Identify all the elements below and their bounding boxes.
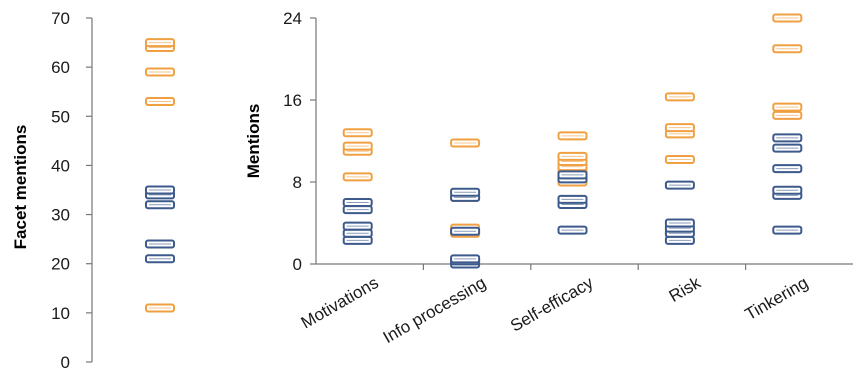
- chart2-point-blue: [450, 254, 481, 264]
- chart2-point-orange: [342, 141, 373, 151]
- chart2-point-blue: [557, 194, 588, 204]
- chart2-point-orange: [557, 151, 588, 161]
- chart1-y-tick-label: 30: [51, 206, 70, 225]
- chart2-category-label: Risk: [666, 273, 705, 306]
- chart1-point-orange: [145, 303, 175, 313]
- chart2-point-orange: [664, 123, 695, 133]
- chart2-point-blue: [664, 235, 695, 245]
- chart1-y-tick-label: 60: [51, 58, 70, 77]
- chart2-point-orange: [772, 102, 803, 112]
- chart2-point-orange: [342, 172, 373, 182]
- chart1-y-tick-label: 20: [51, 255, 70, 274]
- chart2-point-blue: [342, 205, 373, 215]
- chart1-y-tick-label: 50: [51, 107, 70, 126]
- chart2-point-blue: [342, 235, 373, 245]
- chart2-y-axis-label: Mentions: [244, 104, 263, 179]
- chart2-point-orange: [772, 44, 803, 54]
- chart2-point-blue: [450, 187, 481, 197]
- chart1-y-tick-label: 10: [51, 304, 70, 323]
- chart1-point-orange: [145, 67, 175, 77]
- chart1-y-axis-label: Facet mentions: [11, 125, 30, 250]
- chart2-point-orange: [342, 128, 373, 138]
- chart2-point-orange: [664, 154, 695, 164]
- chart1-y-tick-label: 40: [51, 156, 70, 175]
- chart2-point-blue: [557, 225, 588, 235]
- chart2-point-orange: [450, 138, 481, 148]
- chart2-point-blue: [342, 198, 373, 207]
- chart1-y-tick-label: 70: [51, 9, 70, 28]
- chart2-y-tick-label: 0: [293, 255, 302, 274]
- chart2-category-label: Self-efficacy: [507, 273, 597, 336]
- chart1-point-orange: [145, 97, 175, 107]
- chart2-category-label: Tinkering: [742, 273, 812, 324]
- chart2-point-orange: [557, 131, 588, 141]
- chart2-point-blue: [772, 143, 803, 153]
- chart1-y-tick-label: 0: [61, 353, 70, 370]
- chart2-point-orange: [772, 13, 803, 23]
- chart2-y-tick-label: 16: [283, 91, 302, 110]
- chart2-point-blue: [772, 185, 803, 195]
- chart2-point-blue: [664, 218, 695, 228]
- chart2-point-blue: [342, 228, 373, 238]
- chart1-point-orange: [145, 38, 175, 48]
- chart2-point-blue: [772, 225, 803, 235]
- chart2-y-tick-label: 24: [283, 9, 302, 28]
- chart2-point-blue: [450, 226, 481, 236]
- chart2-point-blue: [664, 180, 695, 190]
- chart2-category-label: Info processing: [380, 273, 489, 347]
- chart1-point-blue: [145, 185, 175, 195]
- chart2-point-blue: [557, 170, 588, 180]
- facet-mentions-chart: Facet mentions 0 10 20 30 40 50 60 70: [11, 9, 175, 370]
- chart2-y-tick-label: 8: [293, 173, 302, 192]
- chart2-point-blue: [772, 164, 803, 174]
- chart2-point-orange: [664, 92, 695, 102]
- chart1-point-blue: [145, 239, 175, 249]
- chart2-point-blue: [772, 133, 803, 143]
- chart2-point-orange: [772, 110, 803, 120]
- chart1-point-blue: [145, 254, 175, 264]
- chart2-point-blue: [342, 221, 373, 231]
- chart1-point-blue: [145, 200, 175, 210]
- chart2-category-label: Motivations: [298, 273, 382, 332]
